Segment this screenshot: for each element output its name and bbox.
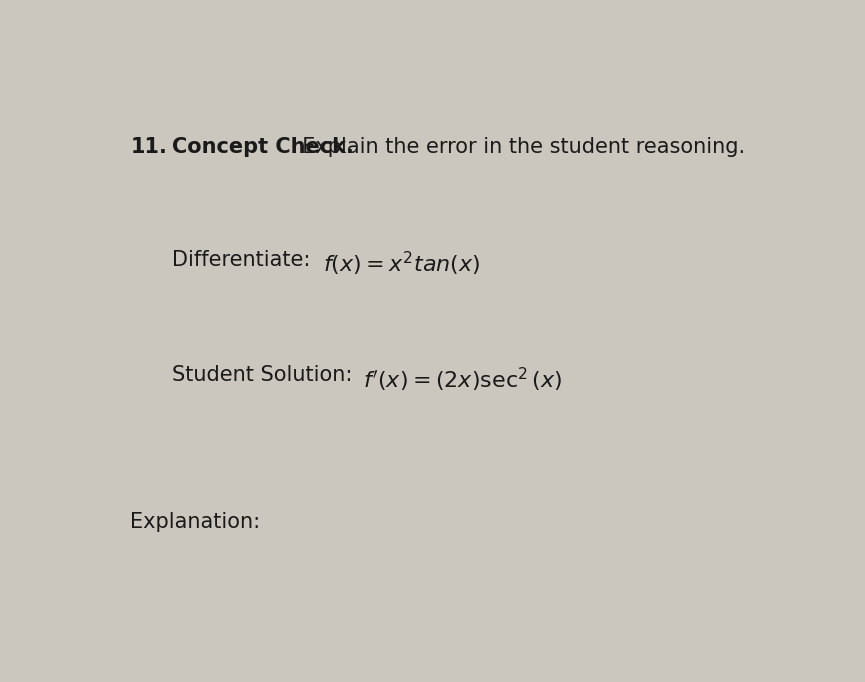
Text: Explanation:: Explanation: [131,512,260,533]
Text: $f'(x)=(2x)\sec^{2}(x)$: $f'(x)=(2x)\sec^{2}(x)$ [363,366,562,394]
Text: Explain the error in the student reasoning.: Explain the error in the student reasoni… [289,137,746,157]
Text: Differentiate:: Differentiate: [172,250,311,270]
Text: 11.: 11. [131,137,167,157]
Text: Student Solution:: Student Solution: [172,366,352,385]
Text: $f(x)=x^{2}\mathit{tan}(x)$: $f(x)=x^{2}\mathit{tan}(x)$ [323,250,480,278]
Text: Concept Check.: Concept Check. [172,137,354,157]
